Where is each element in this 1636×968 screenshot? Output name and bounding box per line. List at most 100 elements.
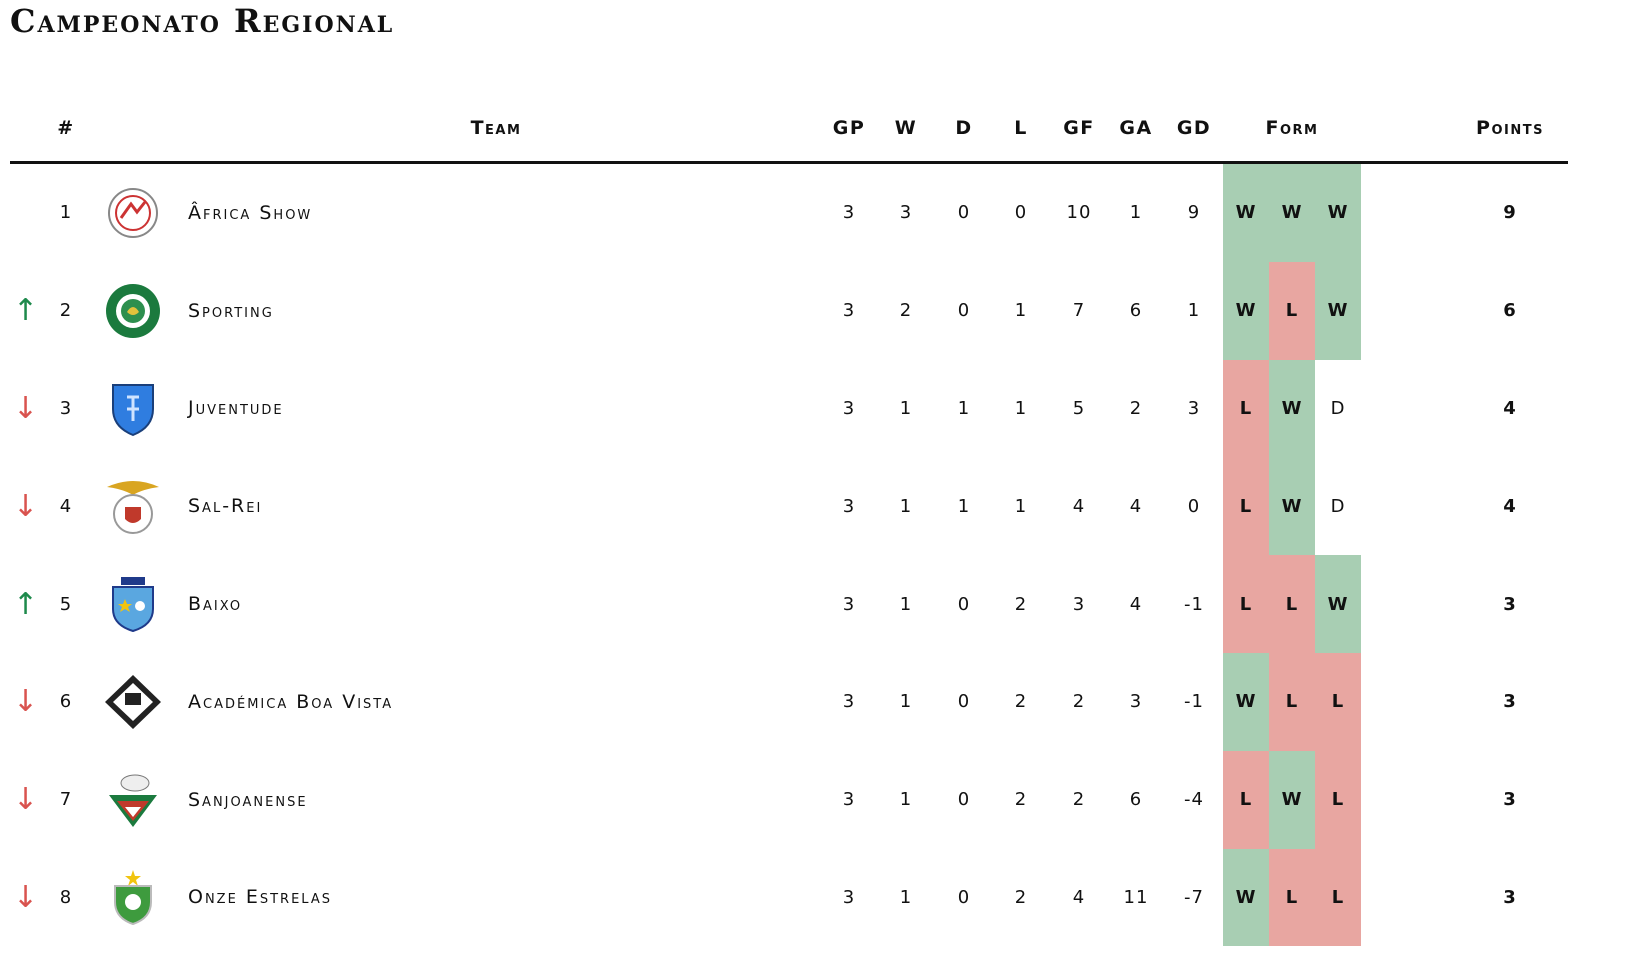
stat-d: 1 <box>957 495 971 517</box>
team-name[interactable]: Baixo <box>188 593 243 616</box>
table-row: ↓ 3 Juventude 3 1 1 1 5 2 3 L W D 4 <box>10 359 1568 458</box>
stat-gp: 3 <box>842 202 856 224</box>
africa-show-crest-icon <box>100 164 166 262</box>
stat-gf: 10 <box>1066 202 1092 224</box>
stat-ga: 2 <box>1129 397 1143 419</box>
stat-ga: 4 <box>1129 593 1143 615</box>
stat-w: 1 <box>899 593 913 615</box>
trend-down-icon: ↓ <box>12 684 40 720</box>
form-result: L <box>1223 555 1269 653</box>
page-title: Campeonato Regional <box>10 2 395 40</box>
rank: 8 <box>59 886 73 908</box>
form-result: W <box>1223 261 1269 360</box>
points: 3 <box>1503 593 1517 615</box>
stat-l: 2 <box>1014 789 1028 811</box>
stat-gf: 3 <box>1072 593 1086 615</box>
form-result: W <box>1269 164 1315 262</box>
team-name[interactable]: Sanjoanense <box>188 788 308 811</box>
standings-table: # Team GP W D L GF GA GD Form Points 1 Âf… <box>10 95 1568 947</box>
table-row: 1 Âfrica Show 3 3 0 0 10 1 9 W W W 9 <box>10 164 1568 262</box>
points: 6 <box>1503 300 1517 322</box>
form-result: D <box>1330 397 1346 419</box>
stat-w: 2 <box>899 300 913 322</box>
col-form: Form <box>1265 117 1319 139</box>
form-result: L <box>1269 555 1315 653</box>
trend-down-icon: ↓ <box>12 782 40 818</box>
form-result: W <box>1269 750 1315 849</box>
stat-gp: 3 <box>842 397 856 419</box>
stat-d: 0 <box>957 202 971 224</box>
trend-down-icon: ↓ <box>12 390 40 426</box>
col-points: Points <box>1476 117 1544 139</box>
col-w: W <box>894 117 918 139</box>
points: 9 <box>1503 202 1517 224</box>
stat-w: 3 <box>899 202 913 224</box>
stat-gd: -1 <box>1184 691 1204 713</box>
stat-gd: 9 <box>1187 202 1201 224</box>
team-name[interactable]: Académica Boa Vista <box>188 690 394 713</box>
table-row: ↓ 8 Onze Estrelas 3 1 0 2 4 11 -7 W L L 3 <box>10 848 1568 947</box>
points: 3 <box>1503 789 1517 811</box>
stat-d: 0 <box>957 593 971 615</box>
form-result: L <box>1223 457 1269 556</box>
stat-gf: 2 <box>1072 789 1086 811</box>
stat-gp: 3 <box>842 300 856 322</box>
form-result: W <box>1269 457 1315 556</box>
form-result: D <box>1330 495 1346 517</box>
col-rank: # <box>57 117 75 139</box>
form-result: L <box>1269 261 1315 360</box>
stat-l: 1 <box>1014 397 1028 419</box>
stat-d: 0 <box>957 789 971 811</box>
stat-l: 2 <box>1014 691 1028 713</box>
form-result: W <box>1269 359 1315 458</box>
trend-down-icon: ↓ <box>12 488 40 524</box>
points: 3 <box>1503 886 1517 908</box>
stat-gf: 4 <box>1072 886 1086 908</box>
stat-gp: 3 <box>842 593 856 615</box>
stat-l: 1 <box>1014 495 1028 517</box>
form-result: W <box>1315 261 1361 360</box>
juventude-crest-icon <box>100 360 166 458</box>
form-result: W <box>1315 164 1361 262</box>
col-gd: GD <box>1176 117 1212 139</box>
table-row: ↓ 4 Sal-Rei 3 1 1 1 4 4 0 L W D 4 <box>10 457 1568 556</box>
team-name[interactable]: Juventude <box>188 397 284 420</box>
points: 4 <box>1503 397 1517 419</box>
stat-gf: 5 <box>1072 397 1086 419</box>
stat-ga: 6 <box>1129 789 1143 811</box>
table-row: ↓ 6 Académica Boa Vista 3 1 0 2 2 3 -1 W L L 3 <box>10 652 1568 751</box>
rank: 3 <box>59 397 73 419</box>
form-result: L <box>1315 750 1361 849</box>
rank: 7 <box>59 789 73 811</box>
form-result: L <box>1315 652 1361 751</box>
rank: 5 <box>59 593 73 615</box>
table-row: ↑ 5 Baixo 3 1 0 2 3 4 -1 L L W 3 <box>10 555 1568 653</box>
team-name[interactable]: Sal-Rei <box>188 495 263 518</box>
stat-l: 1 <box>1014 300 1028 322</box>
team-name[interactable]: Sporting <box>188 299 274 322</box>
col-d: D <box>955 117 973 139</box>
team-name[interactable]: Onze Estrelas <box>188 886 332 909</box>
form-result: W <box>1315 555 1361 653</box>
sanjoanense-crest-icon <box>100 751 166 849</box>
rank: 6 <box>59 691 73 713</box>
rank: 1 <box>59 202 73 224</box>
form-result: W <box>1223 848 1269 947</box>
stat-ga: 1 <box>1129 202 1143 224</box>
table-row: ↑ 2 Sporting 3 2 0 1 7 6 1 W L W 6 <box>10 261 1568 360</box>
onze-estrelas-crest-icon <box>100 849 166 947</box>
stat-l: 2 <box>1014 886 1028 908</box>
stat-gd: 1 <box>1187 300 1201 322</box>
stat-gd: -4 <box>1184 789 1204 811</box>
points: 3 <box>1503 691 1517 713</box>
team-name[interactable]: Âfrica Show <box>188 201 313 224</box>
rank: 2 <box>59 300 73 322</box>
stat-w: 1 <box>899 691 913 713</box>
table-row: ↓ 7 Sanjoanense 3 1 0 2 2 6 -4 L W L 3 <box>10 750 1568 849</box>
stat-ga: 11 <box>1123 886 1149 908</box>
form-result: L <box>1223 750 1269 849</box>
form-result: L <box>1223 359 1269 458</box>
sporting-crest-icon <box>100 262 166 360</box>
stat-gp: 3 <box>842 495 856 517</box>
stat-ga: 4 <box>1129 495 1143 517</box>
